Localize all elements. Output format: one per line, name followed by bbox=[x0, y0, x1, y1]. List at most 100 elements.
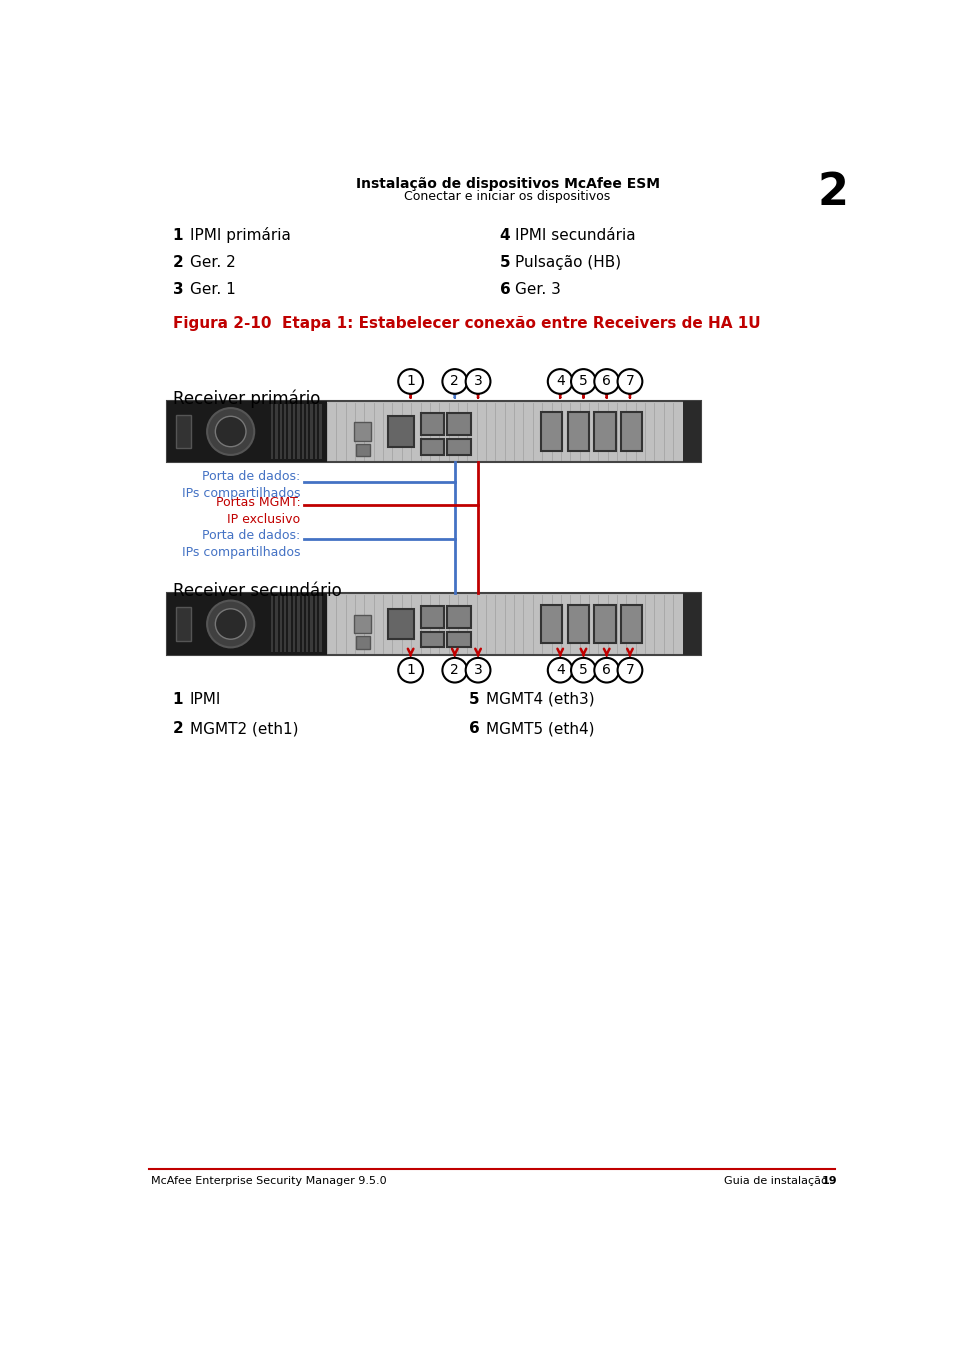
Bar bbox=[389, 609, 414, 640]
Circle shape bbox=[215, 416, 246, 447]
Circle shape bbox=[594, 369, 619, 394]
Bar bbox=[301, 404, 304, 459]
Bar bbox=[320, 597, 322, 652]
Text: Porta de dados:
IPs compartilhados: Porta de dados: IPs compartilhados bbox=[182, 470, 300, 500]
Bar bbox=[166, 593, 701, 655]
Circle shape bbox=[466, 369, 491, 394]
Bar bbox=[284, 404, 286, 459]
Text: 2: 2 bbox=[173, 721, 183, 736]
Circle shape bbox=[207, 408, 254, 455]
Text: 5: 5 bbox=[500, 255, 511, 270]
Bar bbox=[621, 412, 642, 451]
Bar bbox=[176, 414, 191, 448]
Circle shape bbox=[548, 369, 572, 394]
Text: 2: 2 bbox=[173, 255, 183, 270]
Text: 3: 3 bbox=[473, 663, 483, 678]
Text: 1: 1 bbox=[173, 228, 183, 243]
Text: 1: 1 bbox=[406, 374, 415, 389]
Bar bbox=[166, 401, 701, 462]
Circle shape bbox=[466, 657, 491, 683]
Text: 2: 2 bbox=[818, 171, 849, 215]
Text: Figura 2-10  Etapa 1: Estabelecer conexão entre Receivers de HA 1U: Figura 2-10 Etapa 1: Estabelecer conexão… bbox=[173, 316, 760, 331]
Bar bbox=[567, 412, 588, 451]
Text: Guia de instalação: Guia de instalação bbox=[725, 1176, 828, 1187]
Bar bbox=[279, 404, 282, 459]
Circle shape bbox=[571, 369, 596, 394]
Bar bbox=[166, 401, 327, 462]
Bar bbox=[389, 416, 414, 447]
Bar bbox=[447, 606, 470, 628]
Bar bbox=[176, 608, 191, 641]
Text: IPMI: IPMI bbox=[190, 693, 221, 707]
Text: Ger. 1: Ger. 1 bbox=[190, 282, 235, 297]
Circle shape bbox=[594, 657, 619, 683]
Text: 7: 7 bbox=[626, 374, 635, 389]
Bar bbox=[683, 593, 701, 655]
Circle shape bbox=[443, 657, 468, 683]
Bar bbox=[356, 636, 370, 648]
Bar bbox=[288, 597, 291, 652]
Bar bbox=[276, 597, 277, 652]
Bar bbox=[271, 404, 274, 459]
Text: IPMI primária: IPMI primária bbox=[190, 227, 291, 243]
Bar bbox=[298, 597, 300, 652]
Text: Receiver secundário: Receiver secundário bbox=[173, 582, 342, 601]
Text: 6: 6 bbox=[500, 282, 511, 297]
Bar bbox=[306, 597, 308, 652]
Bar bbox=[293, 404, 296, 459]
Text: 2: 2 bbox=[450, 374, 459, 389]
Bar bbox=[594, 412, 615, 451]
Bar bbox=[276, 404, 277, 459]
Text: Instalação de dispositivos McAfee ESM: Instalação de dispositivos McAfee ESM bbox=[355, 177, 660, 192]
Text: MGMT5 (eth4): MGMT5 (eth4) bbox=[486, 721, 594, 736]
Text: 5: 5 bbox=[579, 663, 588, 678]
Text: 6: 6 bbox=[602, 374, 612, 389]
Bar bbox=[306, 404, 308, 459]
Text: MGMT2 (eth1): MGMT2 (eth1) bbox=[190, 721, 299, 736]
Text: 7: 7 bbox=[626, 663, 635, 678]
Bar bbox=[420, 606, 444, 628]
Circle shape bbox=[617, 369, 642, 394]
Bar bbox=[166, 593, 327, 655]
Text: Porta de dados:
IPs compartilhados: Porta de dados: IPs compartilhados bbox=[182, 528, 300, 559]
Text: 5: 5 bbox=[468, 693, 479, 707]
Text: 2: 2 bbox=[450, 663, 459, 678]
Text: 3: 3 bbox=[473, 374, 483, 389]
Bar bbox=[683, 401, 701, 462]
Text: 19: 19 bbox=[821, 1176, 837, 1187]
Bar bbox=[301, 597, 304, 652]
Text: 4: 4 bbox=[556, 374, 564, 389]
Bar bbox=[356, 444, 370, 456]
Bar bbox=[420, 413, 444, 435]
Bar bbox=[420, 439, 444, 455]
Bar bbox=[284, 597, 286, 652]
Circle shape bbox=[443, 369, 468, 394]
Bar bbox=[288, 404, 291, 459]
Bar bbox=[540, 412, 563, 451]
Bar bbox=[298, 404, 300, 459]
Bar bbox=[447, 632, 470, 648]
Circle shape bbox=[215, 609, 246, 639]
Text: MGMT4 (eth3): MGMT4 (eth3) bbox=[486, 693, 594, 707]
Bar bbox=[271, 597, 274, 652]
Text: 3: 3 bbox=[173, 282, 183, 297]
Circle shape bbox=[617, 657, 642, 683]
Circle shape bbox=[548, 657, 572, 683]
Text: 4: 4 bbox=[500, 228, 511, 243]
Circle shape bbox=[571, 657, 596, 683]
Bar bbox=[310, 597, 313, 652]
Text: 6: 6 bbox=[468, 721, 479, 736]
Bar bbox=[315, 404, 318, 459]
Text: 6: 6 bbox=[602, 663, 612, 678]
Bar bbox=[353, 614, 371, 633]
Bar bbox=[353, 423, 371, 440]
Text: 1: 1 bbox=[173, 693, 183, 707]
Text: Receiver primário: Receiver primário bbox=[173, 390, 320, 409]
Bar bbox=[594, 605, 615, 643]
Circle shape bbox=[398, 657, 423, 683]
Text: Ger. 3: Ger. 3 bbox=[516, 282, 562, 297]
Bar bbox=[293, 597, 296, 652]
Bar bbox=[621, 605, 642, 643]
Bar bbox=[567, 605, 588, 643]
Bar bbox=[320, 404, 322, 459]
